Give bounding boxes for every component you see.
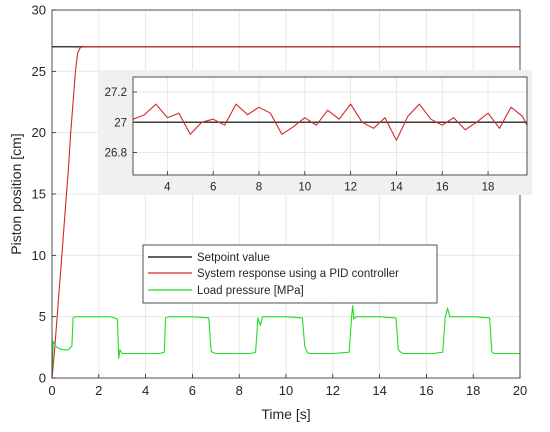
inset-y-ticks: 26.8 27 27.2: [105, 87, 137, 159]
inset-x-tick-label: 6: [210, 182, 216, 194]
y-axis-label: Piston position [cm]: [8, 133, 24, 254]
legend-label-load-pressure: Load pressure [MPa]: [197, 285, 304, 297]
main-series: [51, 45, 520, 379]
legend-label-setpoint: Setpoint value: [197, 252, 270, 264]
main-y-tick-label: 10: [32, 248, 46, 263]
inset-series: [132, 103, 528, 141]
main-y-tick-label: 25: [32, 64, 46, 79]
inset-x-tick-label: 18: [482, 182, 495, 194]
main-series-load-pressure: [51, 305, 520, 372]
main-x-tick-label: 12: [326, 383, 340, 398]
main-x-tick-label: 4: [142, 383, 149, 398]
legend-item-setpoint: Setpoint value: [148, 252, 270, 264]
legend-item-pid: System response using a PID controller: [148, 268, 399, 280]
legend-label-pid: System response using a PID controller: [197, 268, 399, 280]
main-y-tick-label: 5: [39, 309, 46, 324]
main-x-tick-label: 6: [189, 383, 196, 398]
main-y-tick-label: 20: [32, 125, 46, 140]
inset-y-tick-label: 27: [114, 117, 127, 129]
main-y-tick-label: 0: [39, 371, 46, 386]
inset-series-pid-response: [132, 103, 528, 141]
inset-x-tick-label: 12: [344, 182, 357, 194]
inset-x-tick-label: 4: [164, 182, 171, 194]
main-x-tick-label: 2: [95, 383, 102, 398]
inset-plot: 4 6 8 10 12 14 16 18 26.8 27 27.2: [98, 70, 532, 195]
main-x-ticks: 0 2 4 6 8 10 12 14 16 18 20: [48, 374, 527, 398]
main-x-tick-label: 20: [513, 383, 527, 398]
main-y-ticks: 0 5 10 15 20 25 30: [32, 3, 56, 386]
inset-x-ticks: 4 6 8 10 12 14 16 18: [164, 171, 494, 194]
main-x-tick-label: 8: [236, 383, 243, 398]
main-x-tick-label: 14: [372, 383, 386, 398]
main-y-tick-label: 15: [32, 187, 46, 202]
inset-x-tick-label: 16: [436, 182, 449, 194]
inset-y-tick-label: 27.2: [105, 87, 127, 99]
main-x-tick-label: 16: [419, 383, 433, 398]
inset-x-tick-label: 8: [256, 182, 262, 194]
main-x-tick-label: 10: [279, 383, 293, 398]
legend-box: [142, 244, 438, 304]
legend: Setpoint value System response using a P…: [142, 244, 438, 304]
inset-x-tick-label: 14: [390, 182, 403, 194]
legend-item-load-pressure: Load pressure [MPa]: [148, 285, 304, 297]
main-series-pid-response: [51, 45, 520, 379]
main-x-tick-label: 0: [48, 383, 55, 398]
inset-x-tick-label: 10: [298, 182, 311, 194]
main-y-tick-label: 30: [32, 3, 46, 18]
inset-y-tick-label: 26.8: [105, 147, 127, 159]
x-axis-label: Time [s]: [261, 406, 310, 422]
inset-plot-border: [132, 76, 528, 176]
main-x-tick-label: 18: [466, 383, 480, 398]
